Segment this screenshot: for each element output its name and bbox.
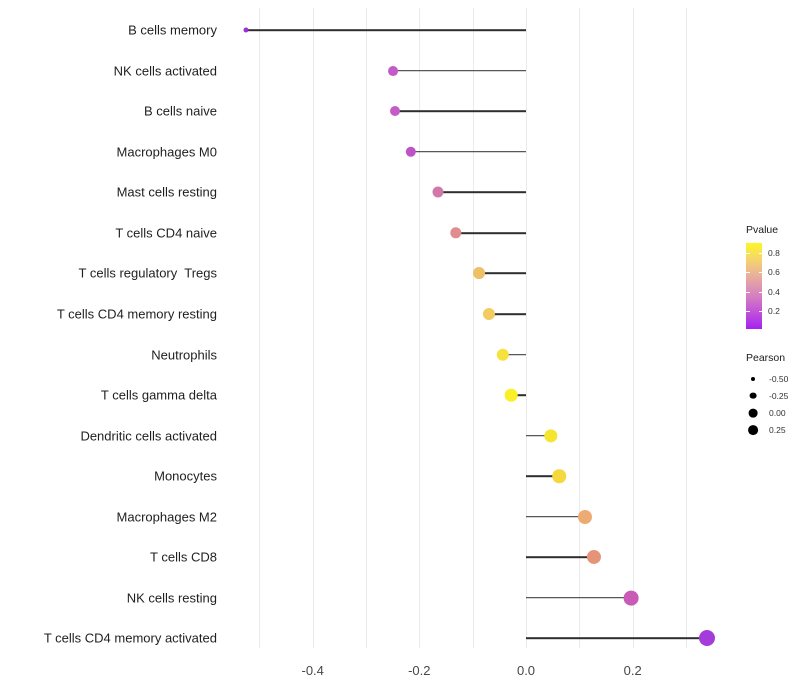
- gridline: [686, 8, 687, 648]
- lollipop-dot: [586, 550, 601, 565]
- gridline: [579, 8, 581, 648]
- lollipop-stem: [394, 110, 526, 113]
- colorbar-tick-label: 0.6: [768, 267, 780, 278]
- pearson-legend-title: Pearson: [746, 352, 786, 364]
- lollipop-stem: [526, 475, 560, 477]
- pearson-size-label: -0.25: [769, 390, 789, 401]
- lollipop-stem: [479, 272, 526, 275]
- pvalue-legend-title: Pvalue: [746, 224, 779, 236]
- row-label: Neutrophils: [151, 347, 217, 363]
- row-label: B cells memory: [128, 22, 217, 38]
- gridline: [366, 8, 367, 648]
- row-label: Dendritic cells activated: [80, 428, 217, 444]
- lollipop-stem: [526, 637, 707, 640]
- pvalue-colorbar: [746, 243, 762, 329]
- pearson-size-dot: [751, 376, 755, 381]
- lollipop-dot: [504, 388, 518, 402]
- lollipop-dot: [578, 509, 593, 524]
- colorbar-tick: [746, 272, 750, 274]
- x-tick-label: -0.4: [301, 663, 324, 678]
- colorbar-tick-label: 0.2: [768, 306, 780, 317]
- row-label: T cells gamma delta: [100, 387, 217, 403]
- x-tick-label: 0.0: [516, 663, 536, 678]
- lollipop-dot: [543, 428, 558, 443]
- gridline: [312, 8, 314, 648]
- pearson-size-dot: [748, 425, 758, 435]
- lollipop-stem: [526, 515, 586, 518]
- lollipop-stem: [511, 394, 526, 396]
- colorbar-tick: [746, 311, 750, 313]
- gridline: [419, 8, 421, 648]
- row-label: Macrophages M0: [116, 144, 217, 160]
- pearson-size-label: -0.50: [769, 373, 789, 384]
- lollipop-stem: [526, 596, 632, 599]
- colorbar-tick-label: 0.4: [768, 286, 780, 297]
- pearson-size-label: 0.25: [769, 425, 786, 436]
- lollipop-dot: [496, 348, 510, 361]
- gridline: [526, 8, 527, 648]
- colorbar-tick: [758, 291, 762, 293]
- lollipop-stem: [245, 29, 526, 32]
- lollipop-stem: [489, 313, 526, 315]
- gridline: [472, 8, 474, 648]
- gridline: [259, 8, 261, 648]
- lollipop-stem: [526, 556, 594, 558]
- colorbar-tick: [746, 291, 750, 293]
- row-label: Monocytes: [154, 468, 217, 484]
- colorbar-tick: [758, 272, 762, 274]
- row-label: T cells CD4 memory resting: [56, 306, 217, 322]
- lollipop-stem: [392, 70, 526, 72]
- lollipop-stem: [410, 151, 526, 153]
- row-label: T cells CD4 memory activated: [43, 630, 217, 646]
- lollipop-dot: [698, 630, 715, 647]
- lollipop-stem: [437, 191, 526, 194]
- row-label: T cells CD4 naive: [115, 225, 217, 241]
- lollipop-dot: [243, 27, 248, 33]
- row-label: NK cells resting: [126, 590, 217, 606]
- lollipop-stem: [503, 353, 526, 356]
- lollipop-dot: [450, 227, 462, 239]
- row-label: Mast cells resting: [116, 184, 217, 200]
- lollipop-dot: [483, 307, 496, 321]
- row-label: NK cells activated: [113, 63, 217, 79]
- pearson-size-dot: [748, 408, 758, 418]
- x-tick-label: 0.2: [623, 663, 642, 678]
- lollipop-dot: [389, 106, 400, 117]
- lollipop-dot: [552, 469, 566, 483]
- lollipop-dot: [432, 186, 443, 198]
- gridline: [632, 8, 634, 648]
- lollipop-dot: [623, 590, 639, 606]
- colorbar-tick: [746, 252, 750, 254]
- colorbar-tick: [758, 311, 762, 313]
- row-label: T cells regulatory Tregs: [78, 265, 217, 281]
- colorbar-tick: [758, 252, 762, 254]
- pearson-size-label: 0.00: [769, 407, 786, 418]
- row-label: T cells CD8: [150, 549, 217, 565]
- row-label: Macrophages M2: [116, 509, 217, 525]
- pearson-size-dot: [749, 392, 757, 400]
- row-label: B cells naive: [144, 103, 217, 119]
- colorbar-tick-label: 0.8: [768, 247, 780, 258]
- lollipop-stem: [456, 232, 526, 234]
- lollipop-dot: [387, 65, 398, 76]
- lollipop-stem: [526, 434, 551, 437]
- x-tick-label: -0.2: [408, 663, 431, 678]
- lollipop-dot: [405, 146, 416, 158]
- lollipop-dot: [473, 267, 486, 280]
